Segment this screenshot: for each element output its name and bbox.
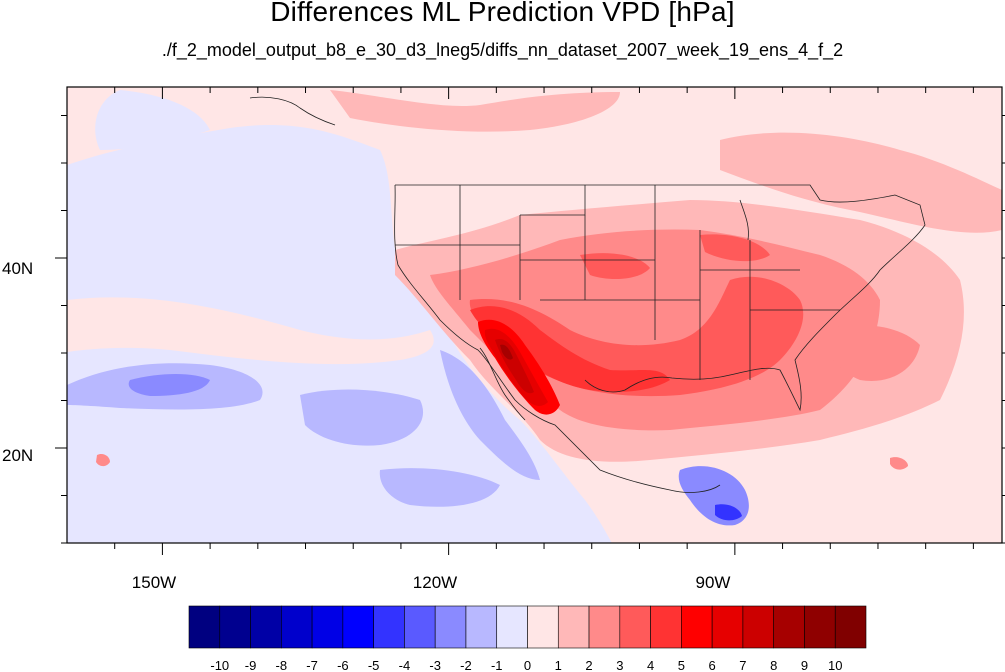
- colorbar-label: -1: [491, 658, 503, 672]
- colorbar-swatch: [557, 605, 590, 649]
- field-region-pacific-pink-strip: [67, 297, 434, 365]
- colorbar-swatch: [311, 605, 344, 649]
- colorbar-label: -10: [210, 658, 229, 672]
- colorbar-swatch: [465, 605, 498, 649]
- colorbar-swatch: [496, 605, 528, 649]
- colorbar-swatch: [681, 605, 713, 649]
- colorbar-swatch: [588, 605, 621, 649]
- field-region-neg3-west: [128, 374, 210, 396]
- colorbar-label: -9: [245, 658, 257, 672]
- colorbar-swatch: [527, 605, 559, 649]
- field-region-neg2-south: [379, 468, 500, 507]
- field-region-hawaii-pos: [96, 453, 110, 467]
- colorbar-swatch: [434, 605, 467, 649]
- colorbar-swatch: [188, 605, 221, 649]
- y-tick-label-20n: 20N: [2, 446, 33, 465]
- colorbar-swatch: [834, 605, 867, 649]
- x-tick-label-120w: 120W: [413, 573, 457, 592]
- colorbar-label: 6: [709, 658, 716, 672]
- colorbar-swatch: [650, 605, 682, 649]
- map-frame: [66, 86, 1003, 544]
- colorbar-label: 0: [524, 658, 531, 672]
- colorbar-swatch: [773, 605, 805, 649]
- colorbar-label: -3: [429, 658, 441, 672]
- colorbar-label: 4: [647, 658, 654, 672]
- colorbar-swatch: [373, 605, 405, 649]
- colorbar-swatch: [404, 605, 436, 649]
- field-region-central-america-neg3: [715, 504, 742, 521]
- colorbar-label: -7: [306, 658, 318, 672]
- colorbar-swatch: [742, 605, 774, 649]
- x-tick-label-90w: 90W: [696, 573, 731, 592]
- colorbar-label: -2: [460, 658, 472, 672]
- field-region-pos2-north: [330, 90, 620, 132]
- field-region-pacific-north-neg1: [95, 90, 210, 150]
- colorbar-label: 3: [616, 658, 623, 672]
- field-region-pos4-central: [580, 253, 650, 280]
- colorbar-label: 1: [555, 658, 562, 672]
- field-region-neg2-coast: [440, 350, 540, 480]
- colorbar-swatch: [804, 605, 836, 649]
- field-region-pacific-neg1: [67, 125, 612, 543]
- colorbar-label: -5: [368, 658, 380, 672]
- colorbar-swatch: [342, 605, 374, 649]
- colorbar-label: -8: [276, 658, 288, 672]
- colorbar-label: 9: [801, 658, 808, 672]
- colorbar-label: -4: [399, 658, 411, 672]
- axis-ticks: [55, 87, 1005, 555]
- colorbar: -10 -9 -8 -7 -6 -5 -4 -3 -2 -1 0 1 2 3 4 5 6 7 8 9 10: [188, 605, 867, 672]
- colorbar-swatch: [711, 605, 744, 649]
- colorbar-label: -6: [337, 658, 349, 672]
- colorbar-label: 10: [828, 658, 842, 672]
- field-region-neg2-central: [300, 389, 424, 446]
- colorbar-swatch: [619, 605, 651, 649]
- field-region-pos3-southeast: [820, 325, 920, 381]
- field-region-pos9-core: [500, 344, 513, 360]
- y-tick-label-40n: 40N: [2, 259, 33, 278]
- colorbar-label: 2: [585, 658, 592, 672]
- colorbar-swatch: [281, 605, 313, 649]
- field-region-pos5-southwest: [470, 306, 670, 392]
- field-region-pos2-canada: [720, 132, 1002, 233]
- field-region-pos4-northeast: [700, 234, 770, 262]
- map-subtitle: ./f_2_model_output_b8_e_30_d3_lneg5/diff…: [161, 40, 844, 60]
- difference-field: [67, 87, 1002, 543]
- colorbar-label: 7: [739, 658, 746, 672]
- x-tick-label-150w: 150W: [132, 573, 176, 592]
- colorbar-swatch: [250, 605, 282, 649]
- field-region-caribbean-pos: [890, 457, 908, 470]
- map-title: Differences ML Prediction VPD [hPa]: [270, 0, 735, 27]
- colorbar-label: 8: [770, 658, 777, 672]
- colorbar-label: 5: [678, 658, 685, 672]
- colorbar-swatch: [219, 605, 251, 649]
- boundary-lines: [249, 96, 926, 493]
